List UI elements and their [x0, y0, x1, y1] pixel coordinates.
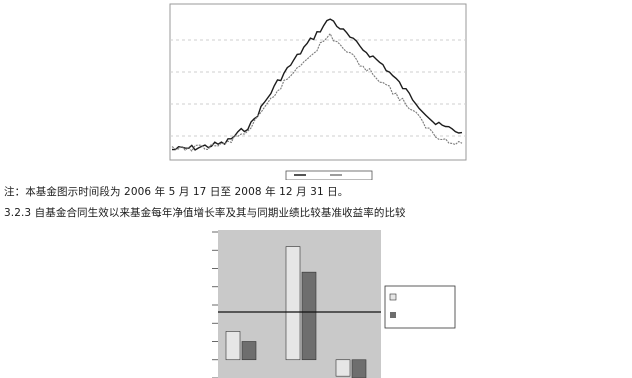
line-chart-background: [156, 0, 474, 180]
benchmark-line: [171, 32, 463, 152]
fund-nav-line: [171, 18, 463, 151]
section-heading: 3.2.3 自基金合同生效以来基金每年净值增长率及其与同期业绩比较基准收益率的比…: [4, 207, 406, 219]
line-series-group: [171, 18, 463, 152]
nav-growth-line-chart: [156, 0, 474, 180]
bar-fund: [335, 359, 351, 377]
bar-group: [225, 246, 367, 378]
line-chart-plot-border: [169, 3, 467, 161]
bar-fund: [285, 246, 301, 361]
bar-y-ticks: [212, 231, 218, 378]
chart-period-note: 注：本基金图示时间段为 2006 年 5 月 17 日至 2008 年 12 月…: [4, 186, 349, 198]
bar-legend-swatch-benchmark: [390, 312, 396, 318]
bar-benchmark: [241, 341, 257, 361]
bar-legend-swatch-fund: [389, 293, 397, 301]
annual-return-bar-chart: [168, 228, 480, 378]
bar-fund: [225, 331, 241, 361]
bar-chart-svg: [212, 230, 456, 378]
bar-benchmark: [351, 359, 367, 378]
bar-legend-box: [384, 285, 456, 329]
line-chart-svg: [156, 0, 474, 180]
bar-benchmark: [301, 271, 317, 361]
line-chart-legend-box: [285, 170, 373, 180]
